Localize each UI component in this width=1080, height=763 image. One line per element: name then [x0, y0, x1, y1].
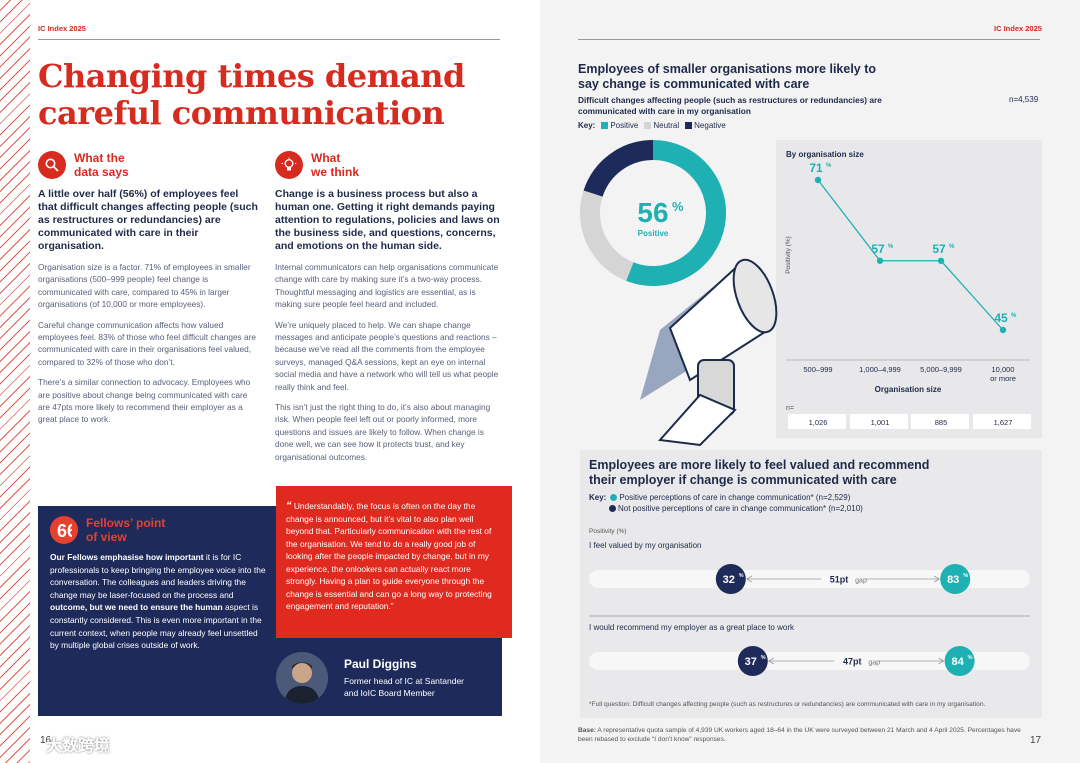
avatar: [276, 652, 328, 704]
running-head: IC Index 2025: [38, 24, 86, 33]
question-footnote: *Full question: Difficult changes affect…: [589, 701, 986, 708]
page-number: 17: [1030, 735, 1042, 746]
donut-slice-negative: [583, 140, 654, 198]
svg-text:66: 66: [57, 522, 72, 538]
care-chart-panel: [580, 450, 1042, 718]
left-page: IC Index 2025 Changing times demand care…: [0, 0, 512, 763]
donut-value: 56: [637, 197, 668, 228]
data-label: 57: [932, 242, 946, 256]
n-row: 1,026 1,001 885 1,627: [788, 414, 1031, 429]
body-paragraph: We’re uniquely placed to help. We can sh…: [275, 319, 499, 392]
size-chart-panel: [776, 140, 1042, 438]
watermark-text: 大数跨境: [46, 738, 111, 755]
header-rule: [578, 39, 1040, 40]
column-title: What the data says: [74, 151, 129, 179]
y-axis-label: Positivity (%): [785, 236, 792, 274]
magnifier-icon: [38, 151, 66, 179]
n-value: 885: [935, 418, 948, 427]
n-cell: [911, 414, 969, 429]
x-tick-label: 500–999: [803, 365, 832, 374]
data-label-percent: %: [888, 244, 894, 250]
data-point: [999, 326, 1007, 334]
page-number: 16: [40, 735, 52, 746]
n-total: n=4,539: [1009, 95, 1039, 104]
speaker-role: Former head of IC at Santander and IoIC B…: [344, 676, 465, 698]
fellows-text: Our Fellows emphasise how important it i…: [50, 552, 266, 651]
n-cell: [850, 414, 908, 429]
chart2-heading: Employees are more likely to feel valued…: [589, 458, 930, 487]
n-cell: [788, 414, 846, 429]
donut-slice-neutral: [580, 190, 634, 281]
series-line: [817, 179, 1004, 331]
column-title: What we think: [311, 151, 360, 179]
data-label-percent: %: [1011, 313, 1017, 319]
positivity-label: Positivity (%): [589, 528, 627, 535]
quote-mark-icon: 66: [50, 516, 78, 544]
fellows-box: 66 Fellows’ point of view Our Fellows em…: [38, 506, 278, 716]
size-chart-title: By organisation size: [786, 150, 864, 159]
data-point: [814, 176, 822, 184]
header-rule: [38, 39, 500, 40]
data-label: 45: [994, 311, 1008, 325]
lead-text: Change is a business process but also a …: [275, 188, 500, 252]
x-axis-title: Organisation size: [875, 385, 942, 394]
donut-slice-positive: [626, 140, 726, 286]
x-tick-label: or more: [990, 374, 1016, 383]
fellows-title: Fellows’ point of view: [86, 516, 166, 544]
quote-box: “ Understandably, the focus is often on …: [276, 486, 512, 638]
n-cell: [973, 414, 1031, 429]
chart1-heading: Employees of smaller organisations more …: [578, 62, 877, 91]
x-tick-label: 5,000–9,999: [920, 365, 962, 374]
data-label: 57: [871, 242, 885, 256]
body-paragraph: Internal communicators can help organisa…: [275, 262, 499, 310]
base-footnote: Base: A representative quota sample of 4…: [578, 727, 1021, 743]
hatch-decoration: [0, 0, 30, 763]
open-quote-icon: “: [286, 500, 292, 512]
data-label-percent: %: [949, 244, 955, 250]
body-paragraph: This isn’t just the right thing to do, i…: [275, 402, 491, 462]
running-head: IC Index 2025: [994, 24, 1042, 33]
body-paragraph: There’s a similar connection to advocacy…: [38, 377, 251, 425]
body-paragraph: Organisation size is a factor. 71% of em…: [38, 262, 251, 310]
data-point: [876, 257, 884, 264]
chart1-subtitle: Difficult changes affecting people (such…: [578, 95, 882, 116]
data-point: [937, 257, 945, 264]
page-title: Changing times demand careful communicat…: [38, 57, 465, 132]
we-think-column: What we think Change is a business proce…: [275, 150, 503, 463]
n-label: n=: [786, 405, 794, 412]
data-label: 71: [809, 161, 823, 175]
n-value: 1,001: [871, 418, 890, 427]
n-value: 1,026: [809, 418, 828, 427]
lightbulb-icon: [275, 151, 303, 179]
data-says-column: What the data says A little over half (5…: [38, 150, 260, 426]
x-tick-label: 1,000–4,999: [859, 365, 901, 374]
donut-label: Positive: [638, 229, 669, 238]
x-tick-label: 10,000: [992, 365, 1015, 374]
chart1-key: Key: Positive Neutral Negative: [578, 121, 726, 130]
body-paragraph: Careful change communication affects how…: [38, 319, 257, 367]
quote-text: Understandably, the focus is often on th…: [286, 501, 492, 611]
lead-text: A little over half (56%) of employees fe…: [38, 188, 258, 252]
speaker-name: Paul Diggins: [344, 657, 417, 671]
donut-chart: [580, 140, 726, 286]
data-label-percent: %: [826, 163, 832, 169]
donut-percent-sign: %: [672, 199, 684, 214]
n-value: 1,627: [994, 418, 1013, 427]
line-chart: 71 % 500–999 57 % 1,000–4,999 57 % 5,000–9,999 45…: [803, 161, 1017, 383]
megaphone-illustration: [640, 258, 778, 447]
chart2-key: Key: Positive perceptions of care in chan…: [589, 493, 863, 513]
